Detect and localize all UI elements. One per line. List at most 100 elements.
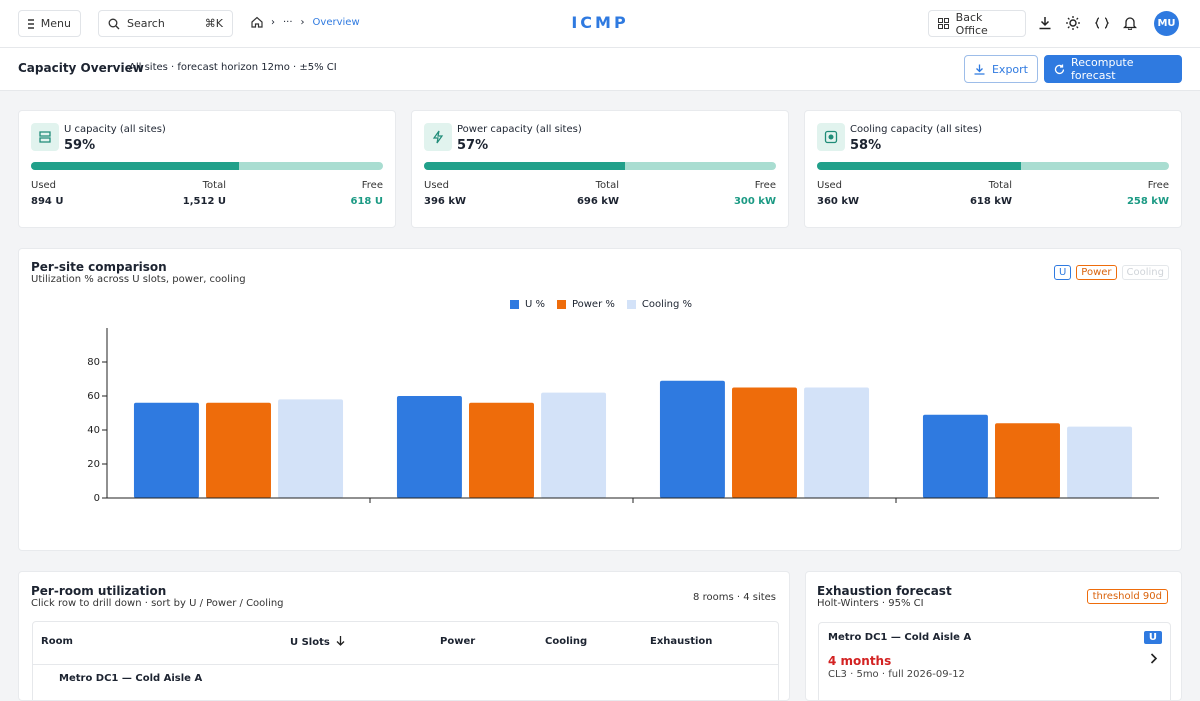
download-icon[interactable] [1038, 16, 1052, 30]
chart-title: Per-site comparison [31, 260, 167, 274]
legend-item[interactable]: U % [509, 299, 545, 310]
refresh-icon [1054, 64, 1065, 74]
table-header: Room U Slots Power Cooling Exhaustion [33, 622, 778, 665]
legend-label: U % [524, 299, 545, 310]
total-label: Total [595, 180, 619, 191]
total-value: 1,512 U [182, 196, 226, 207]
bar [922, 414, 988, 498]
exhaustion-eta: 4 months [828, 654, 892, 668]
free-value: 300 kW [733, 196, 776, 207]
recompute-label: Recompute forecast [1071, 56, 1134, 82]
total-label: Total [202, 180, 226, 191]
grid-icon [938, 18, 949, 29]
y-tick-label: 0 [94, 493, 100, 504]
free-value: 258 kW [1126, 196, 1169, 207]
progress-track [424, 162, 776, 170]
breadcrumb: › ··· › Overview [251, 16, 360, 28]
card-icon-glyph [432, 130, 444, 144]
legend: U % Power % Cooling % [19, 299, 1181, 310]
card-icon [31, 123, 59, 151]
table-row[interactable]: Metro DC1 — Cold Aisle A [33, 665, 778, 700]
legend-label: Cooling % [641, 299, 693, 310]
y-tick-label: 80 [87, 357, 100, 368]
card-title: U capacity (all sites) [64, 124, 166, 135]
bar [995, 423, 1060, 498]
breadcrumb-separator: › [300, 16, 305, 28]
bar [469, 402, 534, 498]
column-header[interactable]: Exhaustion [650, 636, 712, 647]
series-toggle[interactable]: U [1053, 265, 1072, 280]
series-toggle[interactable]: Cooling [1121, 265, 1169, 280]
legend-label: Power % [571, 299, 615, 310]
series-toggle[interactable]: Power [1076, 265, 1117, 280]
column-header[interactable]: U Slots [290, 636, 345, 649]
breadcrumb-current[interactable]: Overview [312, 16, 360, 28]
column-header[interactable]: Cooling [545, 636, 587, 647]
sort-arrow [336, 636, 345, 646]
used-value: 396 kW [424, 196, 467, 207]
capacity-card: U capacity (all sites) 59% Used Total Free 89… [18, 110, 396, 228]
column-header-label: Room [41, 636, 73, 647]
breadcrumb-more[interactable]: ··· [283, 16, 293, 28]
used-value: 360 kW [817, 196, 860, 207]
legend-swatch [556, 300, 566, 309]
total-value: 618 kW [969, 196, 1012, 207]
progress-track [817, 162, 1169, 170]
notifications-icon[interactable] [1123, 16, 1137, 30]
legend-swatch [626, 300, 636, 309]
brand[interactable]: ICMP [571, 13, 629, 32]
chevron-icon [1150, 653, 1158, 664]
export-button[interactable]: Export [964, 55, 1038, 83]
back-office-button[interactable]: Back Office [928, 10, 1026, 37]
bar [1067, 426, 1133, 498]
rooms-subtitle: Click row to drill down · sort by U / Po… [31, 598, 284, 609]
chart-subtitle: Utilization % across U slots, power, coo… [31, 274, 246, 285]
bar [541, 392, 607, 498]
search-shortcut: ⌘K [204, 17, 223, 30]
card-percent: 57% [457, 138, 489, 153]
column-header[interactable]: Room [41, 636, 73, 647]
column-header-label: U Slots [290, 637, 330, 648]
free-label: Free [754, 180, 776, 191]
rooms-summary: 8 rooms · 4 sites [693, 592, 776, 603]
search-icon [108, 18, 120, 29]
progress-fill [817, 162, 1022, 170]
progress-track [31, 162, 383, 170]
page-subtitle: All sites · forecast horizon 12mo · ±5% … [129, 62, 337, 73]
exhaustion-item[interactable]: Metro DC1 — Cold Aisle A U 4 months CL3 … [818, 622, 1171, 700]
home-icon[interactable] [251, 16, 263, 28]
search-label: Search [127, 17, 165, 30]
search-box[interactable]: Search ⌘K [98, 10, 233, 37]
chart-card: Per-site comparison Utilization % across… [18, 248, 1182, 551]
y-tick-label: 60 [87, 391, 100, 402]
theme-icon[interactable] [1066, 16, 1080, 30]
export-label: Export [991, 62, 1028, 76]
legend-item[interactable]: Cooling % [626, 299, 693, 310]
menu-label: Menu [40, 17, 71, 30]
code-icon[interactable] [1095, 16, 1109, 30]
column-header[interactable]: Power [440, 636, 475, 647]
bar [732, 387, 797, 498]
export-icon [974, 64, 985, 75]
card-percent: 59% [64, 138, 96, 153]
total-label: Total [988, 180, 1012, 191]
bar [206, 402, 271, 498]
rooms-card: Per-room utilization Click row to drill … [18, 571, 790, 701]
page-header: Capacity Overview All sites · forecast h… [0, 48, 1200, 91]
rooms-title: Per-room utilization [31, 584, 167, 598]
column-header-label: Cooling [545, 636, 588, 647]
avatar[interactable]: MU [1154, 11, 1179, 36]
sort-icon [336, 636, 345, 649]
card-title: Power capacity (all sites) [457, 124, 582, 135]
card-percent: 58% [850, 138, 882, 153]
recompute-button[interactable]: Recompute forecast [1044, 55, 1182, 83]
legend-item[interactable]: Power % [556, 299, 615, 310]
used-value: 894 U [31, 196, 64, 207]
menu-button[interactable]: Menu [18, 10, 81, 37]
back-office-label: Back Office [955, 10, 988, 37]
y-tick-label: 40 [87, 425, 100, 436]
used-label: Used [424, 180, 450, 191]
page-title: Capacity Overview [18, 61, 144, 75]
